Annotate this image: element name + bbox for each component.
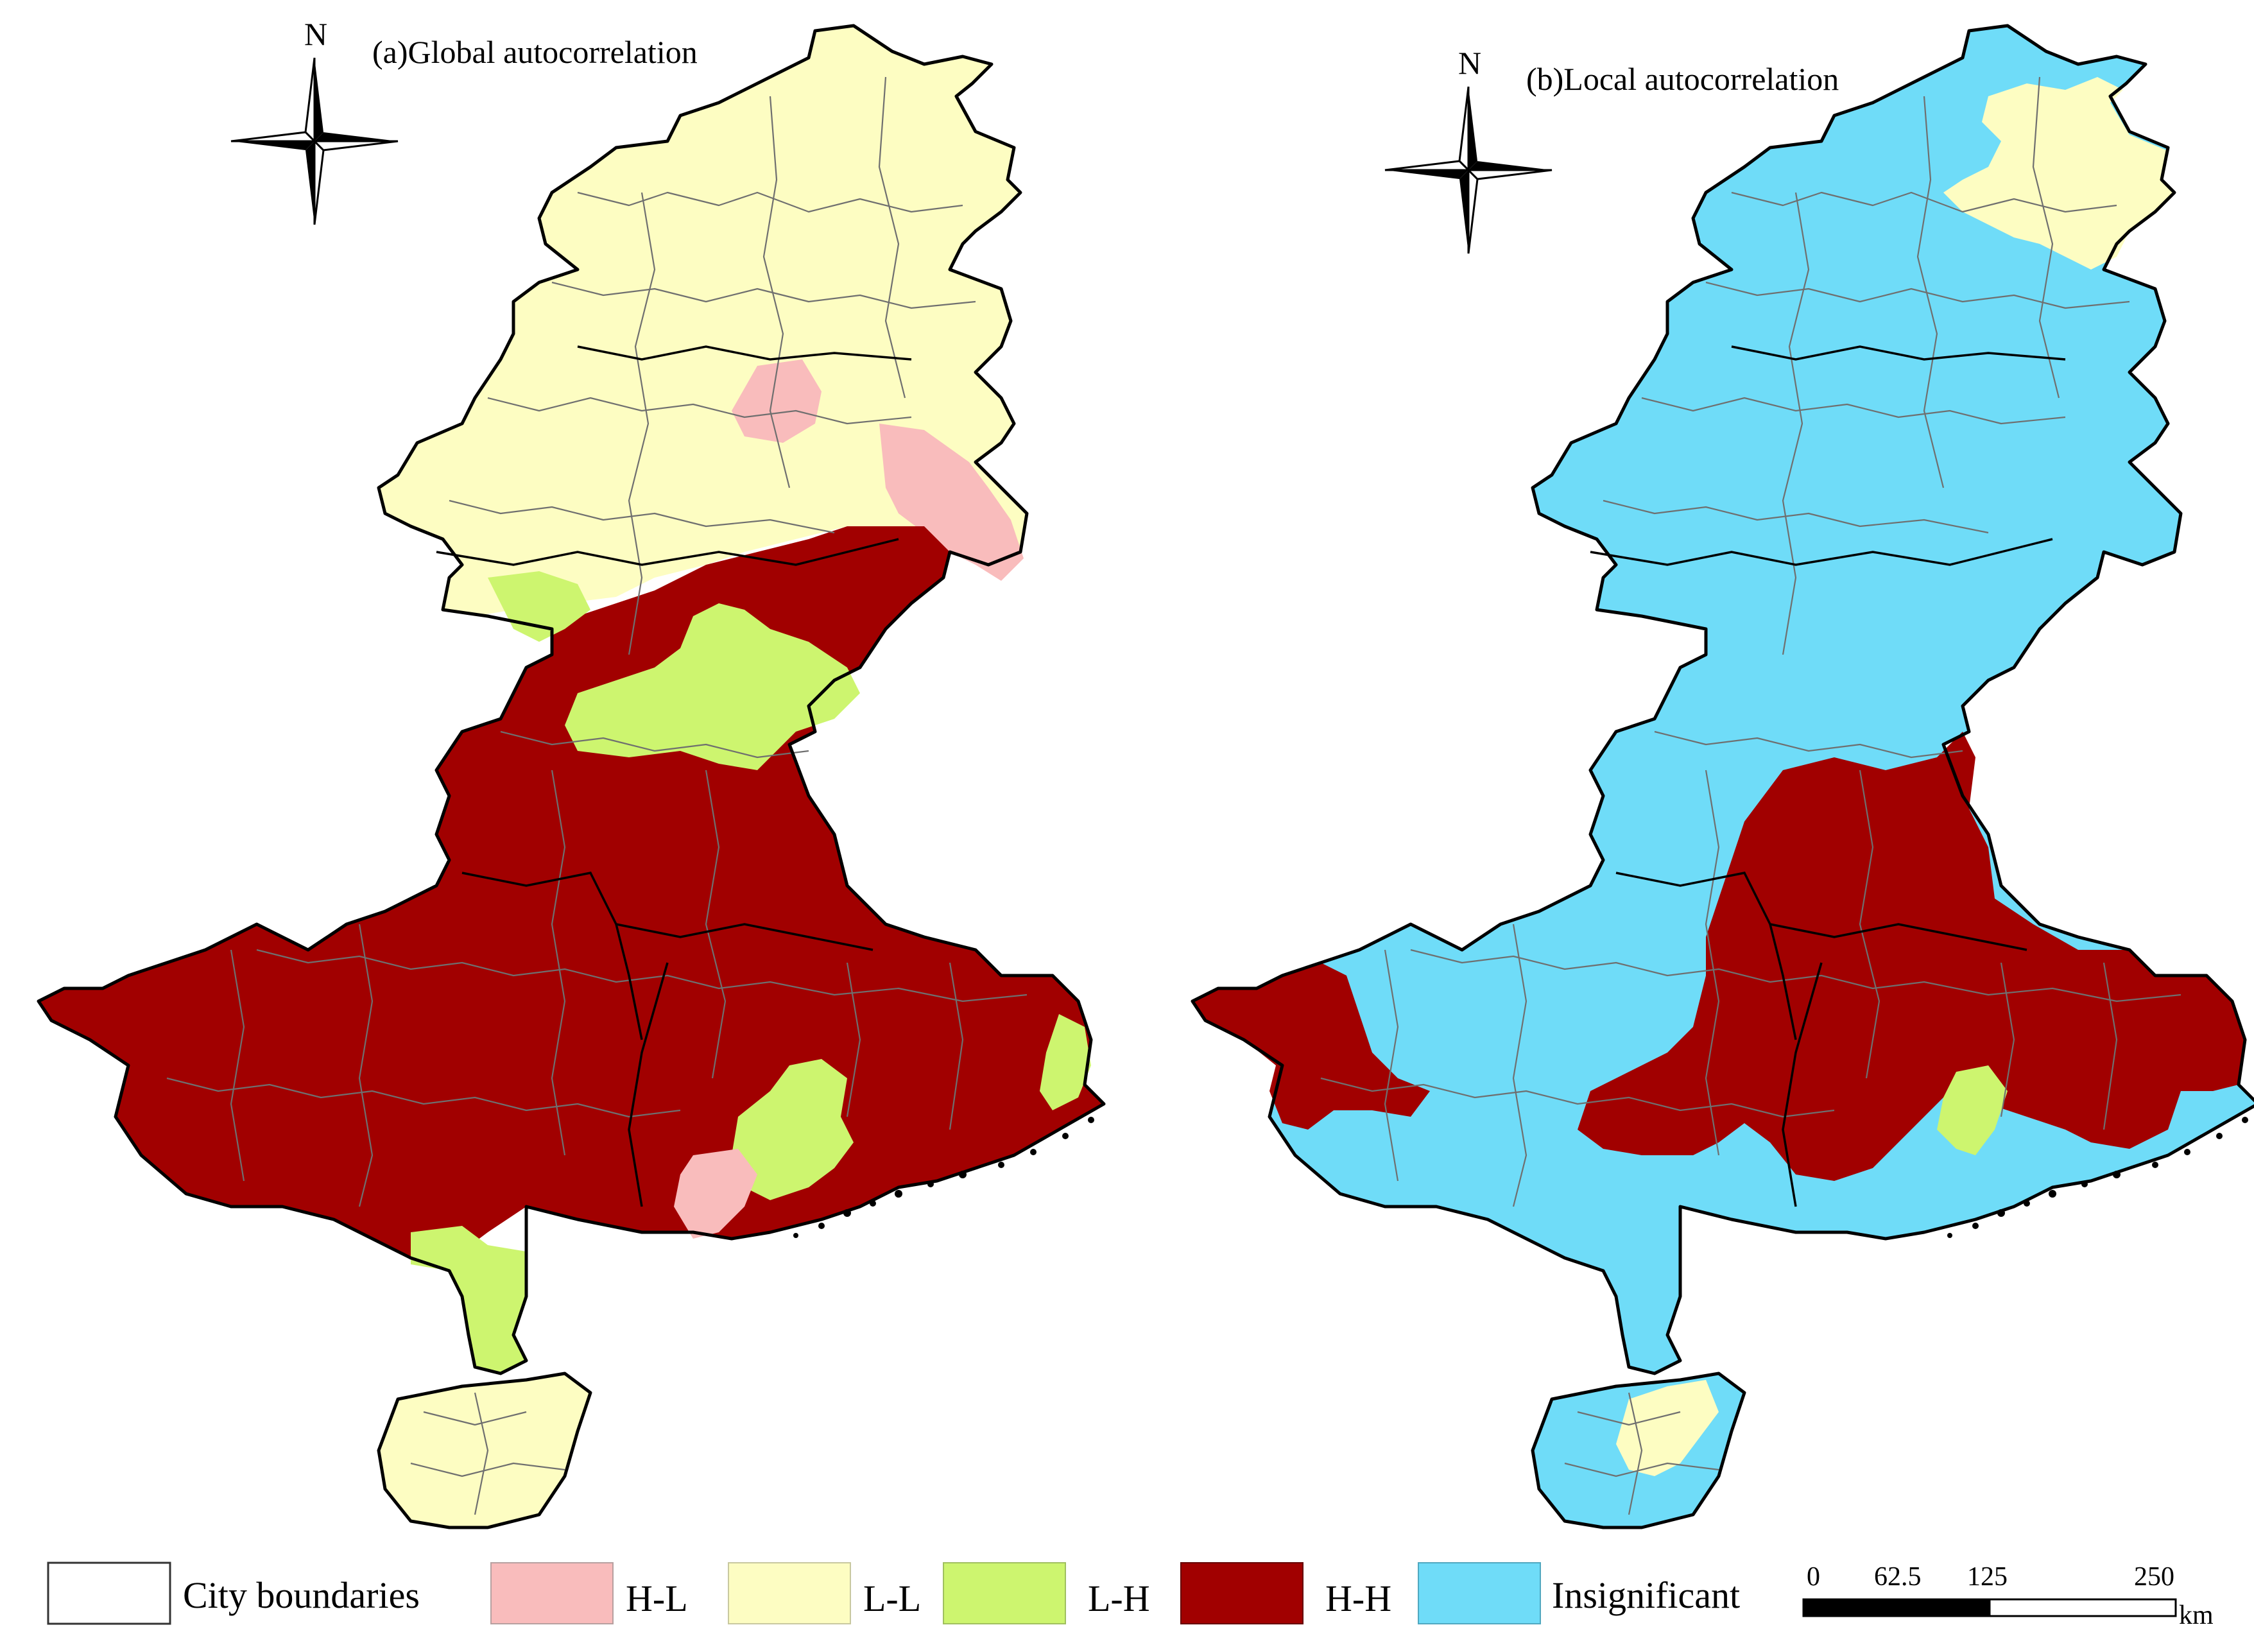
legend-label-hl: H-L <box>626 1578 688 1619</box>
scale-tick-250: 250 <box>2134 1562 2174 1592</box>
legend-item-hh: H-H <box>1180 1562 1391 1624</box>
province-boundaries-b <box>1590 345 2066 1207</box>
region-hh-south <box>39 526 1104 1258</box>
coastal-islands-b <box>1947 1117 2248 1238</box>
north-arrow-b: N <box>1384 45 1553 254</box>
scale-tick-0: 0 <box>1807 1562 1820 1592</box>
legend-label-city-boundaries: City boundaries <box>183 1574 420 1616</box>
city-boundaries-a <box>166 76 1028 1515</box>
panel-local-autocorrelation: (b)Local autocorrelation N <box>1191 24 2254 1529</box>
scale-bar: 0 62.5 125 250 km <box>1802 1562 2214 1630</box>
legend-item-hl: H-L <box>490 1562 688 1624</box>
panel-b-title: (b)Local autocorrelation <box>1526 61 1839 97</box>
scale-tick-62-5: 62.5 <box>1874 1562 1922 1592</box>
region-lh-1 <box>488 571 590 642</box>
outline-mainland-b <box>1191 24 2254 1375</box>
north-arrow-a: N <box>230 16 399 225</box>
legend-item-ll: L-L <box>728 1562 921 1624</box>
region-lh-5 <box>411 1226 526 1373</box>
region-ll-northeast <box>1943 77 2174 270</box>
region-hl-3 <box>674 1149 757 1239</box>
legend-label-ll: L-L <box>863 1578 921 1619</box>
legend-item-lh: L-H <box>943 1562 1150 1624</box>
region-lh-local <box>1937 1065 2008 1155</box>
legend-label-hh: H-H <box>1325 1578 1391 1619</box>
panel-a-title: (a)Global autocorrelation <box>372 34 698 70</box>
region-hh-west <box>1192 963 1430 1130</box>
north-label-b: N <box>1458 45 1481 81</box>
legend-label-lh: L-H <box>1088 1578 1150 1619</box>
city-boundaries-b <box>1320 76 2181 1515</box>
scale-unit: km <box>2179 1601 2214 1630</box>
region-lh-4 <box>1040 1014 1091 1110</box>
north-label-a: N <box>304 16 327 52</box>
legend-label-insignificant: Insignificant <box>1552 1574 1740 1616</box>
region-lh-2 <box>565 603 860 770</box>
outline-mainland-a <box>37 24 1106 1375</box>
region-ll-north <box>379 26 1027 616</box>
scale-tick-125: 125 <box>1967 1562 2008 1592</box>
legend-item-city-boundaries: City boundaries <box>47 1562 420 1625</box>
region-hh-central <box>1578 732 2245 1181</box>
region-hainan <box>379 1373 590 1527</box>
legend-item-insignificant: Insignificant <box>1418 1562 1740 1624</box>
outline-hainan-b <box>1531 1372 1746 1529</box>
outline-hainan-a <box>377 1372 592 1529</box>
region-lh-3 <box>732 1059 854 1200</box>
legend: City boundaries H-L L-L L-H H-H Insignif… <box>47 1562 1740 1625</box>
panel-global-autocorrelation: (a)Global autocorrelation N <box>37 16 1106 1529</box>
coastal-islands-a <box>793 1117 1094 1238</box>
region-hl-1 <box>732 359 822 443</box>
region-hl-2 <box>879 424 1024 581</box>
province-boundaries-a <box>436 345 912 1207</box>
